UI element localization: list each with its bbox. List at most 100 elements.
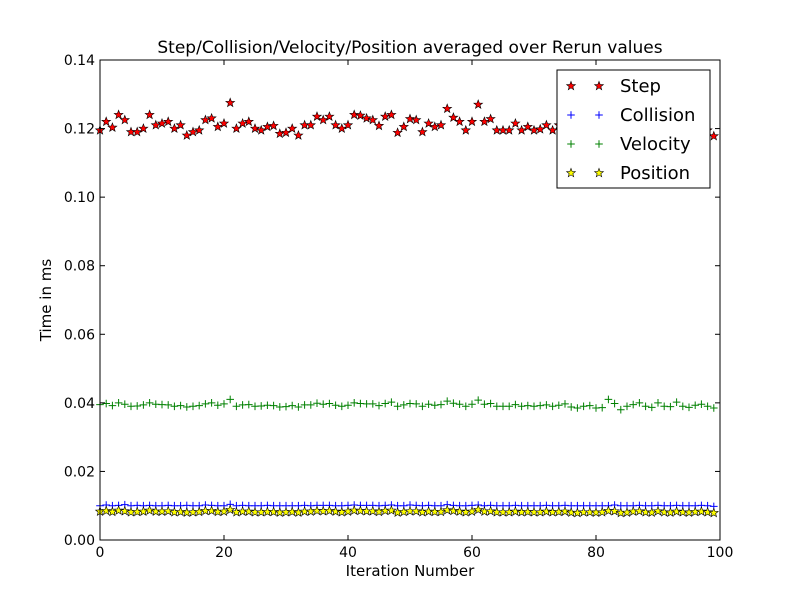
data-point-velocity bbox=[530, 402, 538, 411]
data-point-position bbox=[243, 506, 254, 516]
data-point-velocity bbox=[331, 401, 340, 410]
legend-marker-step bbox=[565, 80, 577, 91]
data-point-velocity bbox=[610, 399, 619, 408]
data-point-position bbox=[206, 505, 217, 516]
data-point-velocity bbox=[214, 401, 222, 410]
data-point-velocity bbox=[604, 395, 613, 404]
data-point-velocity bbox=[641, 402, 650, 411]
data-point-step bbox=[342, 119, 354, 130]
data-point-velocity bbox=[108, 401, 117, 410]
data-point-velocity bbox=[201, 400, 210, 408]
data-point-velocity bbox=[183, 403, 191, 411]
data-point-step bbox=[411, 114, 422, 125]
y-tick-label: 0.08 bbox=[64, 259, 95, 275]
data-point-step bbox=[200, 114, 211, 125]
y-tick-label: 0.12 bbox=[64, 122, 95, 138]
data-point-velocity bbox=[586, 401, 594, 410]
x-tick-label: 40 bbox=[339, 545, 357, 561]
data-point-velocity bbox=[294, 403, 303, 411]
data-point-position bbox=[609, 505, 620, 516]
data-point-velocity bbox=[542, 401, 551, 409]
data-point-position bbox=[566, 507, 577, 517]
data-point-velocity bbox=[697, 400, 706, 409]
data-point-step bbox=[330, 119, 341, 130]
data-point-velocity bbox=[561, 400, 569, 408]
data-point-step bbox=[225, 97, 236, 108]
data-point-velocity bbox=[443, 397, 451, 405]
data-point-position bbox=[386, 505, 397, 515]
data-point-velocity bbox=[207, 399, 216, 407]
data-point-velocity bbox=[195, 401, 203, 410]
data-point-step bbox=[169, 123, 180, 133]
data-point-position bbox=[448, 505, 459, 516]
data-point-step bbox=[454, 116, 465, 127]
data-point-position bbox=[311, 505, 323, 516]
data-point-step bbox=[516, 124, 527, 135]
data-point-step bbox=[218, 117, 230, 128]
data-point-step bbox=[708, 130, 719, 141]
data-point-velocity bbox=[145, 399, 154, 407]
data-point-velocity bbox=[269, 401, 278, 410]
data-point-step bbox=[361, 112, 372, 123]
data-point-velocity bbox=[387, 398, 396, 406]
data-point-position bbox=[702, 506, 713, 517]
data-point-velocity bbox=[486, 399, 495, 408]
data-point-step bbox=[380, 111, 391, 121]
data-point-velocity bbox=[635, 399, 644, 407]
data-point-step bbox=[144, 109, 155, 120]
data-point-velocity bbox=[220, 400, 228, 408]
data-point-velocity bbox=[350, 399, 358, 407]
data-point-velocity bbox=[344, 401, 352, 410]
data-point-step bbox=[386, 109, 397, 120]
data-point-velocity bbox=[232, 402, 241, 411]
data-point-velocity bbox=[381, 399, 389, 408]
legend-label-position: Position bbox=[620, 163, 690, 184]
data-point-step bbox=[280, 127, 292, 138]
data-point-step bbox=[175, 119, 186, 130]
data-point-step bbox=[287, 123, 298, 133]
y-axis-label: Time in ms bbox=[37, 259, 55, 343]
data-point-step bbox=[435, 119, 447, 130]
data-point-position bbox=[367, 505, 378, 516]
data-point-velocity bbox=[703, 402, 712, 411]
data-point-step bbox=[429, 121, 440, 132]
data-point-position bbox=[349, 505, 360, 515]
data-point-velocity bbox=[648, 403, 656, 412]
data-point-position bbox=[324, 505, 335, 516]
data-point-step bbox=[466, 116, 478, 127]
data-point-step bbox=[249, 123, 261, 133]
data-point-step bbox=[305, 119, 316, 130]
data-point-position bbox=[559, 506, 571, 516]
data-point-position bbox=[659, 506, 670, 517]
legend-marker-collision bbox=[567, 111, 575, 119]
data-point-velocity bbox=[567, 403, 575, 411]
data-point-step bbox=[293, 129, 304, 140]
y-tick-label: 0.00 bbox=[64, 533, 95, 549]
data-point-position bbox=[287, 506, 298, 517]
data-point-velocity bbox=[617, 405, 625, 414]
data-point-step bbox=[479, 116, 490, 127]
x-axis-label: Iteration Number bbox=[346, 562, 475, 580]
data-point-step bbox=[187, 126, 199, 137]
data-point-position bbox=[175, 506, 186, 517]
data-point-velocity bbox=[672, 398, 681, 406]
data-point-velocity bbox=[666, 402, 675, 411]
data-point-velocity bbox=[455, 400, 464, 409]
data-point-velocity bbox=[679, 402, 687, 411]
data-point-velocity bbox=[524, 401, 532, 410]
data-point-position bbox=[640, 506, 651, 517]
data-point-position bbox=[442, 504, 453, 515]
data-point-step bbox=[349, 109, 360, 120]
data-point-step bbox=[268, 120, 279, 131]
data-point-step bbox=[311, 111, 323, 121]
data-point-position bbox=[634, 505, 645, 516]
x-tick-label: 100 bbox=[707, 545, 734, 561]
x-tick-label: 80 bbox=[587, 545, 605, 561]
data-point-velocity bbox=[170, 402, 179, 411]
data-point-velocity bbox=[114, 399, 123, 407]
data-point-step bbox=[324, 111, 335, 121]
y-tick-label: 0.14 bbox=[64, 53, 95, 69]
data-point-velocity bbox=[282, 402, 290, 411]
data-point-position bbox=[218, 506, 230, 516]
data-point-position bbox=[330, 506, 341, 516]
